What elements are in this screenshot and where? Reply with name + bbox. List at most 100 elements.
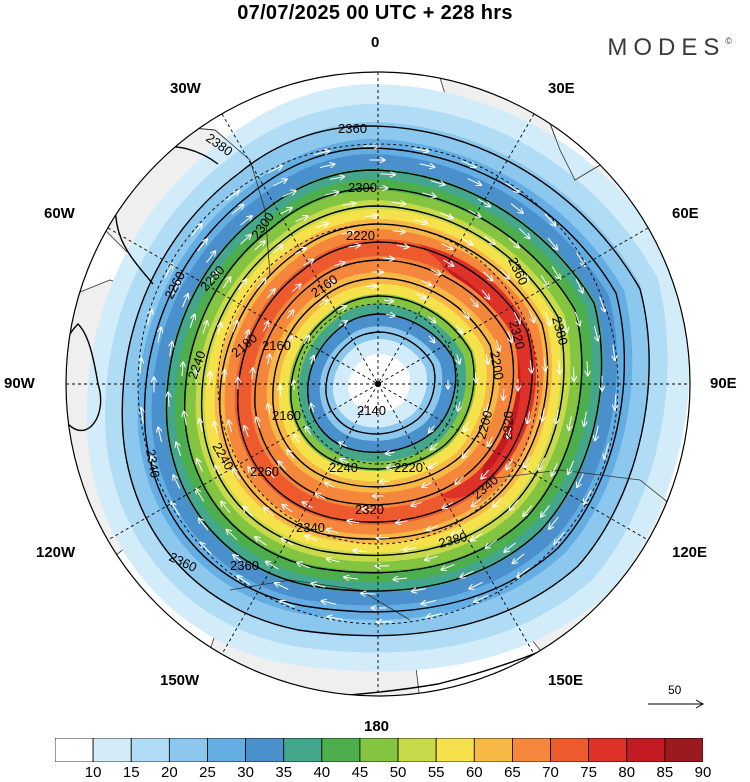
wind-vector-arrow-icon: [458, 401, 461, 411]
wind-vector-arrow-icon: [613, 344, 615, 360]
wind-vector-arrow-icon: [519, 269, 528, 281]
colorbar-tick-label: 70: [542, 764, 559, 781]
contour-label: 2140: [357, 403, 386, 418]
wind-vector-arrow-icon: [392, 231, 405, 233]
wind-vector-arrow-icon: [252, 368, 253, 380]
wind-vector-arrow-icon: [257, 279, 266, 289]
wind-vector-arrow-icon: [189, 315, 195, 328]
wind-vector-arrow-icon: [315, 224, 328, 229]
wind-vector-arrow-icon: [279, 208, 292, 215]
wind-vector-arrow-icon: [222, 277, 230, 289]
wind-vector-arrow-icon: [470, 297, 478, 306]
colorbar-swatch: [207, 738, 246, 762]
wind-vector-arrow-icon: [562, 318, 567, 332]
contour-label: 2380: [437, 529, 469, 551]
colorbar-tick-label: 55: [427, 764, 445, 781]
wind-vector-arrow-icon: [316, 494, 326, 500]
wind-vector-arrow-icon: [272, 245, 283, 254]
wind-vector-arrow-icon: [256, 417, 259, 428]
wind-vector-arrow-icon: [510, 203, 523, 213]
wind-vector-arrow-icon: [584, 489, 592, 504]
lon-label-150w: 150W: [160, 672, 200, 689]
wind-vector-arrow-icon: [181, 294, 188, 308]
wind-vector-arrow-icon: [549, 516, 559, 529]
wind-vector-arrow-icon: [171, 502, 180, 516]
wind-vector-arrow-icon: [380, 481, 390, 482]
wind-vector-arrow-icon: [267, 469, 275, 479]
wind-vector-arrow-icon: [530, 360, 531, 373]
contour-label: 2320: [355, 502, 384, 517]
colorbar-swatch: [473, 738, 513, 762]
wind-vector-arrow-icon: [278, 461, 286, 471]
wind-vector-arrow-icon: [544, 358, 545, 371]
wind-vector-arrow-icon: [238, 280, 247, 291]
colorbar-swatch: [397, 738, 437, 762]
wind-vector-arrow-icon: [364, 216, 378, 217]
wind-vector-arrow-icon: [291, 284, 300, 292]
modes-logo: MODES©: [607, 34, 732, 62]
wind-vector-arrow-icon: [199, 419, 202, 432]
wind-vector-arrow-icon: [191, 224, 202, 237]
wind-vector-arrow-icon: [303, 336, 309, 345]
wind-vector-arrow-icon: [311, 404, 314, 413]
wind-vector-arrow-icon: [556, 410, 558, 423]
wind-vector-arrow-icon: [429, 462, 437, 469]
wind-vector-arrow-icon: [288, 336, 292, 346]
wind-vector-arrow-icon: [421, 280, 431, 286]
wind-vector-arrow-icon: [172, 281, 179, 295]
colorbar-swatch: [283, 738, 323, 762]
wind-vector-arrow-icon: [462, 449, 470, 458]
wind-vector-arrow-icon: [243, 507, 254, 517]
wind-vector-arrow-icon: [518, 227, 529, 238]
wind-vector-arrow-icon: [461, 160, 475, 167]
map-title: 07/07/2025 00 UTC + 228 hrs: [237, 2, 513, 24]
colorbar-tick-label: 40: [313, 764, 331, 781]
wind-vector-arrow-icon: [413, 149, 428, 152]
wind-vector-arrow-icon: [182, 362, 183, 377]
wind-vector-arrow-icon: [387, 466, 397, 468]
wind-vector-arrow-icon: [527, 411, 530, 423]
wind-vector-arrow-icon: [262, 322, 268, 332]
wind-vector-arrow-icon: [303, 260, 313, 266]
lon-label-90w: 90W: [4, 375, 35, 392]
wind-vector-arrow-icon: [524, 456, 531, 467]
wind-vector-arrow-icon: [319, 300, 327, 306]
wind-vector-arrow-icon: [496, 340, 499, 351]
wind-vector-arrow-icon: [184, 412, 187, 426]
wind-vector-arrow-icon: [226, 191, 239, 201]
wind-vector-arrow-icon: [339, 442, 347, 447]
wind-vector-arrow-icon: [294, 435, 300, 443]
wind-vector-arrow-icon: [425, 555, 438, 560]
wind-vector-arrow-icon: [342, 203, 355, 205]
wind-vector-arrow-icon: [280, 601, 295, 608]
wind-vector-arrow-icon: [322, 601, 337, 604]
brand-copyright: ©: [725, 36, 732, 46]
colorbar-swatch: [130, 738, 170, 762]
lon-label-0: 0: [371, 34, 380, 51]
wind-vector-arrow-icon: [481, 289, 489, 299]
wind-vector-arrow-icon: [273, 179, 286, 187]
wind-vector-arrow-icon: [396, 521, 408, 523]
wind-vector-arrow-icon: [542, 408, 544, 422]
wind-vector-arrow-icon: [508, 331, 512, 342]
north-pole-marker: [375, 381, 381, 387]
wind-vector-arrow-icon: [248, 467, 256, 478]
colorbar-tick-label: 90: [694, 764, 712, 781]
wind-vector-arrow-icon: [513, 553, 525, 563]
wind-vector-arrow-icon: [327, 529, 339, 533]
colorbar-tick-label: 75: [580, 764, 597, 781]
wind-vector-arrow-icon: [268, 404, 270, 415]
wind-vector-arrow-icon: [506, 458, 514, 469]
colorbar-tick-label: 10: [84, 764, 102, 781]
wind-vector-arrow-icon: [464, 422, 468, 432]
colorbar-tick-label: 80: [618, 764, 636, 781]
wind-vector-arrow-icon: [312, 583, 326, 588]
wind-vector-arrow-icon: [245, 330, 249, 342]
wind-vector-arrow-icon: [282, 191, 296, 198]
map-disc: [66, 72, 690, 696]
wind-vector-arrow-icon: [456, 325, 463, 333]
wind-vector-arrow-icon: [147, 310, 152, 325]
colorbar-swatch: [55, 738, 94, 762]
wind-vector-arrow-icon: [441, 243, 453, 250]
